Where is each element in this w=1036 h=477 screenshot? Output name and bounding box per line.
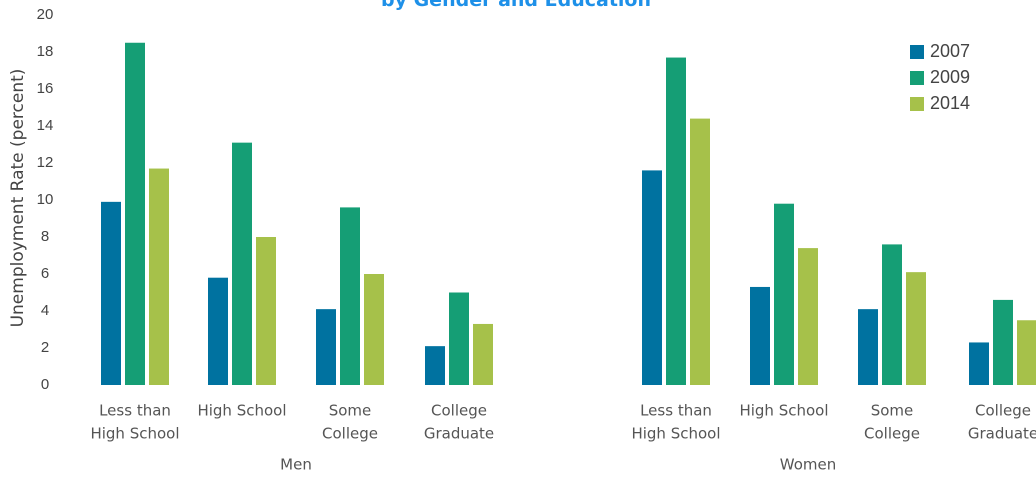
x-tick-label: High School (90, 425, 179, 443)
y-tick-label: 8 (41, 228, 49, 245)
bar-2009 (125, 42, 145, 385)
x-tick-label: Some (871, 402, 914, 420)
legend-label: 2009 (930, 67, 970, 87)
y-tick-label: 2 (41, 339, 49, 356)
x-tick-label: High School (739, 402, 828, 420)
bar-2007 (208, 277, 228, 385)
bar-2009 (666, 57, 686, 386)
x-tick-label: College (431, 402, 487, 420)
bar-2014 (364, 274, 384, 385)
group-label: Men (280, 456, 312, 474)
bar-2014 (256, 237, 276, 385)
x-tick-label: Graduate (968, 425, 1036, 443)
bar-2014 (690, 118, 710, 385)
legend-swatch (910, 97, 924, 111)
x-axis-ticks: Less than High School High School Some Colle… (90, 402, 1036, 443)
y-tick-label: 4 (41, 302, 49, 319)
bar-2009 (340, 207, 360, 385)
y-tick-label: 6 (41, 265, 49, 282)
bar-2007 (969, 342, 989, 385)
legend-label: 2007 (930, 41, 970, 61)
legend-label: 2014 (930, 93, 970, 113)
bar-2009 (774, 203, 794, 385)
y-axis-ticks: 0 2 4 6 8 10 12 14 16 18 20 (37, 6, 54, 393)
bar-2014 (906, 272, 926, 385)
y-tick-label: 12 (37, 154, 54, 171)
y-axis-label: Unemployment Rate (percent) (8, 69, 28, 328)
bars (101, 42, 1036, 386)
y-tick-label: 14 (37, 117, 54, 134)
x-tick-label: High School (631, 425, 720, 443)
x-tick-label: Less than (99, 402, 171, 420)
bar-2009 (449, 292, 469, 385)
bar-2009 (882, 244, 902, 385)
x-tick-label: Less than (640, 402, 712, 420)
bar-2007 (858, 309, 878, 385)
bar-2007 (750, 286, 770, 385)
x-tick-label: High School (197, 402, 286, 420)
y-tick-label: 20 (37, 6, 54, 23)
y-tick-label: 16 (37, 80, 54, 97)
bar-2014 (149, 168, 169, 385)
group-labels: Men Women (280, 456, 836, 474)
group-label: Women (780, 456, 836, 474)
bar-2009 (993, 299, 1013, 385)
bar-2007 (316, 309, 336, 385)
legend-swatch (910, 45, 924, 59)
bar-2007 (101, 201, 121, 385)
x-tick-label: College (975, 402, 1031, 420)
legend-swatch (910, 71, 924, 85)
x-tick-label: College (864, 425, 920, 443)
y-tick-label: 0 (41, 376, 49, 393)
legend: 2007 2009 2014 (910, 41, 970, 113)
bar-2014 (473, 323, 493, 385)
bar-2014 (1017, 320, 1036, 385)
bar-2014 (798, 248, 818, 385)
x-tick-label: Graduate (424, 425, 494, 443)
y-tick-label: 18 (37, 43, 54, 60)
y-tick-label: 10 (37, 191, 54, 208)
bar-2009 (232, 142, 252, 385)
bar-2007 (642, 170, 662, 385)
bar-2007 (425, 346, 445, 385)
chart-title: by Gender and Education (381, 0, 651, 11)
x-tick-label: College (322, 425, 378, 443)
x-tick-label: Some (329, 402, 372, 420)
